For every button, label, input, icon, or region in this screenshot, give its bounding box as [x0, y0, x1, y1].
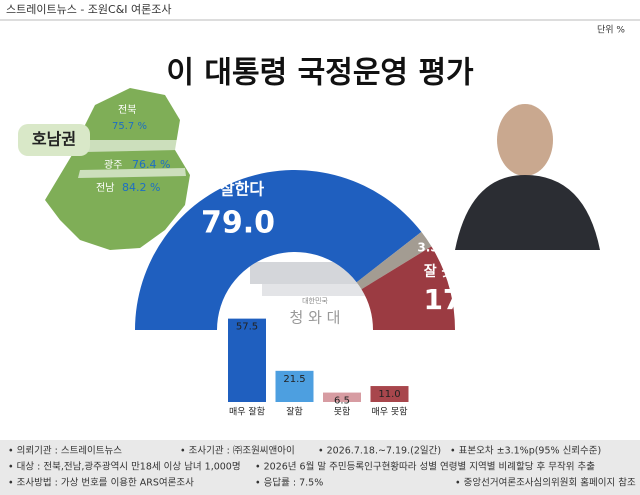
region-name: 호남권 [32, 130, 76, 149]
area-rate: 75.7 % [112, 121, 147, 132]
photo-body [455, 175, 600, 250]
unit: 단위 % [597, 25, 625, 36]
area-name: 광주 [104, 159, 122, 171]
map-shape [45, 88, 190, 250]
bar-value: 21.5 [283, 374, 305, 385]
footer-bg [0, 440, 640, 495]
footer-text: • 중앙선거여론조사심의위원회 홈페이지 참조 [455, 477, 636, 489]
area-rate: 84.2 % [122, 181, 160, 194]
footer-text: • 응답률 : 7.5% [255, 477, 323, 489]
bar-label: 매우 못함 [372, 407, 408, 418]
chart-title: 이 대통령 국정운영 평가 [166, 56, 474, 91]
bar [323, 392, 361, 402]
footer-text: • 대상 : 전북,전남,광주광역시 만18세 이상 남녀 1,000명 [8, 461, 241, 473]
photo [455, 104, 600, 250]
segment-value: 17.5 [423, 283, 492, 316]
bar-value: 57.5 [236, 322, 258, 333]
donut-segment [356, 231, 432, 290]
emblem-small: 대한민국 [302, 296, 328, 305]
segment-label: 잘한다 [220, 180, 264, 199]
segment-label: 모름 [428, 225, 448, 238]
donut-segment [361, 246, 455, 330]
bar [275, 370, 314, 402]
area-name: 전남 [96, 182, 114, 194]
footer-text: • 조사방법 : 가상 번호를 이용한 ARS여론조사 [8, 477, 194, 489]
segment-label: 잘 못한다 [424, 264, 481, 280]
emblem: 대한민국 청 와 대 [250, 262, 380, 327]
bar [370, 386, 409, 402]
header: 스트레이트뉴스 - 조원C&I 여론조사 [6, 3, 172, 16]
area-rate: 76.4 % [132, 158, 170, 171]
region-badge [18, 124, 90, 156]
emblem-base [262, 284, 368, 296]
footer-text: • 2026년 6월 말 주민등록인구현황따라 성별 연령별 지역별 비례할당 … [255, 461, 595, 473]
bar-label: 매우 잘함 [229, 406, 265, 418]
segment-value: 79.0 [201, 206, 275, 241]
bar [228, 318, 266, 402]
segment-value: 3.5 [417, 241, 438, 255]
footer-text: • 조사기관 : ㈜조원씨앤아이 [180, 445, 295, 457]
bar-label: 잘함 [286, 406, 303, 418]
map-border [78, 140, 186, 178]
photo-face [497, 104, 553, 176]
footer-text: • 의뢰기관 : 스트레이트뉴스 [8, 446, 122, 457]
footer-text: • 표본오차 ±3.1%p(95% 신뢰수준) [450, 445, 601, 457]
bar-value: 6.5 [334, 396, 350, 407]
map: 호남권 전북 75.7 % 광주 76.4 % 전남 84.2 % [18, 88, 190, 250]
bar-label: 못함 [334, 407, 351, 418]
donut-segment [135, 169, 422, 330]
emblem-large: 청 와 대 [290, 309, 341, 327]
footer-text: • 2026.7.18.~7.19.(2일간) [318, 446, 441, 457]
bar-value: 11.0 [378, 389, 400, 400]
area-name: 전북 [118, 104, 136, 116]
